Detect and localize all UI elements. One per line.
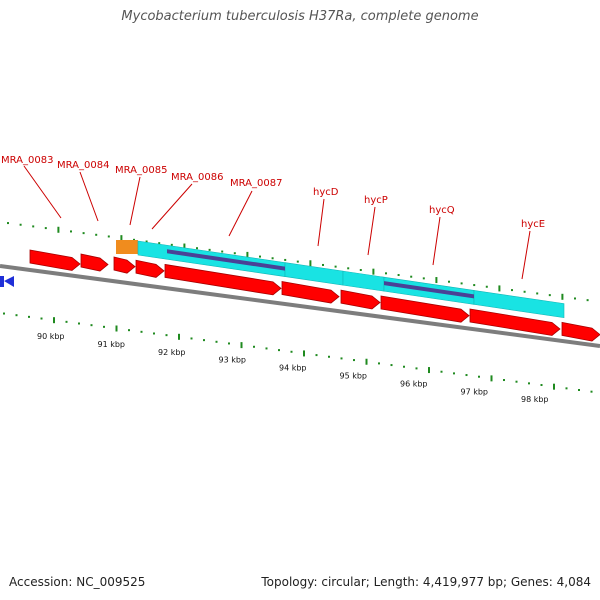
blue-gene-arrow xyxy=(4,276,14,287)
orange-feature xyxy=(116,240,138,254)
cds-band-2 xyxy=(284,262,344,286)
gene-label: MRA_0084 xyxy=(57,160,109,171)
domain-strip-2 xyxy=(384,281,474,299)
cds-band-5 xyxy=(473,290,565,318)
scale-label: 97 kbp xyxy=(461,387,489,396)
scale-label: 90 kbp xyxy=(37,332,65,341)
label-leader-line xyxy=(432,216,441,266)
scale-label: 92 kbp xyxy=(158,348,186,357)
gene-arrow-1 xyxy=(113,256,136,274)
gene-arrow-2 xyxy=(135,259,165,278)
gene-label: MRA_0083 xyxy=(1,155,53,166)
label-leader-line xyxy=(151,183,193,230)
genome-stats-text: Topology: circular; Length: 4,419,977 bp… xyxy=(261,575,591,589)
label-leader-line xyxy=(129,176,141,226)
label-leader-line xyxy=(23,165,62,219)
gene-label: hycD xyxy=(313,187,339,198)
gene-label: hycQ xyxy=(429,205,455,216)
cds-band-3 xyxy=(342,270,385,292)
scale-label: 91 kbp xyxy=(98,340,126,349)
gene-label: MRA_0087 xyxy=(230,178,282,189)
gene-arrow-5 xyxy=(340,289,381,310)
scale-label: 96 kbp xyxy=(400,379,428,388)
gene-arrow-mra-0083 xyxy=(29,249,81,271)
accession-text: Accession: NC_009525 xyxy=(9,575,146,589)
scale-label: 95 kbp xyxy=(340,372,368,381)
label-leader-line xyxy=(317,198,325,247)
blue-gene-body xyxy=(0,276,4,287)
gene-label: MRA_0086 xyxy=(171,172,223,183)
domain-strip-1 xyxy=(167,249,285,271)
scale-label: 94 kbp xyxy=(279,364,307,373)
page-title: Mycobacterium tuberculosis H37Ra, comple… xyxy=(121,9,479,24)
label-leader-line xyxy=(367,206,376,256)
label-leader-line xyxy=(228,190,253,237)
gene-arrow-7 xyxy=(469,308,561,336)
gene-arrow-8 xyxy=(561,321,600,342)
gene-label: hycP xyxy=(364,195,388,206)
genome-backbone xyxy=(0,264,600,348)
gene-label: MRA_0085 xyxy=(115,165,167,176)
gene-arrow-4 xyxy=(281,281,340,304)
gene-label: hycE xyxy=(521,219,545,230)
gene-arrow-3 xyxy=(164,263,282,296)
gene-arrow-mra-0084 xyxy=(80,253,109,272)
gene-arrow-6 xyxy=(380,295,470,323)
scale-label: 98 kbp xyxy=(521,395,549,404)
scale-label: 93 kbp xyxy=(219,356,247,365)
label-leader-line xyxy=(79,171,99,222)
label-leader-line xyxy=(521,230,531,280)
